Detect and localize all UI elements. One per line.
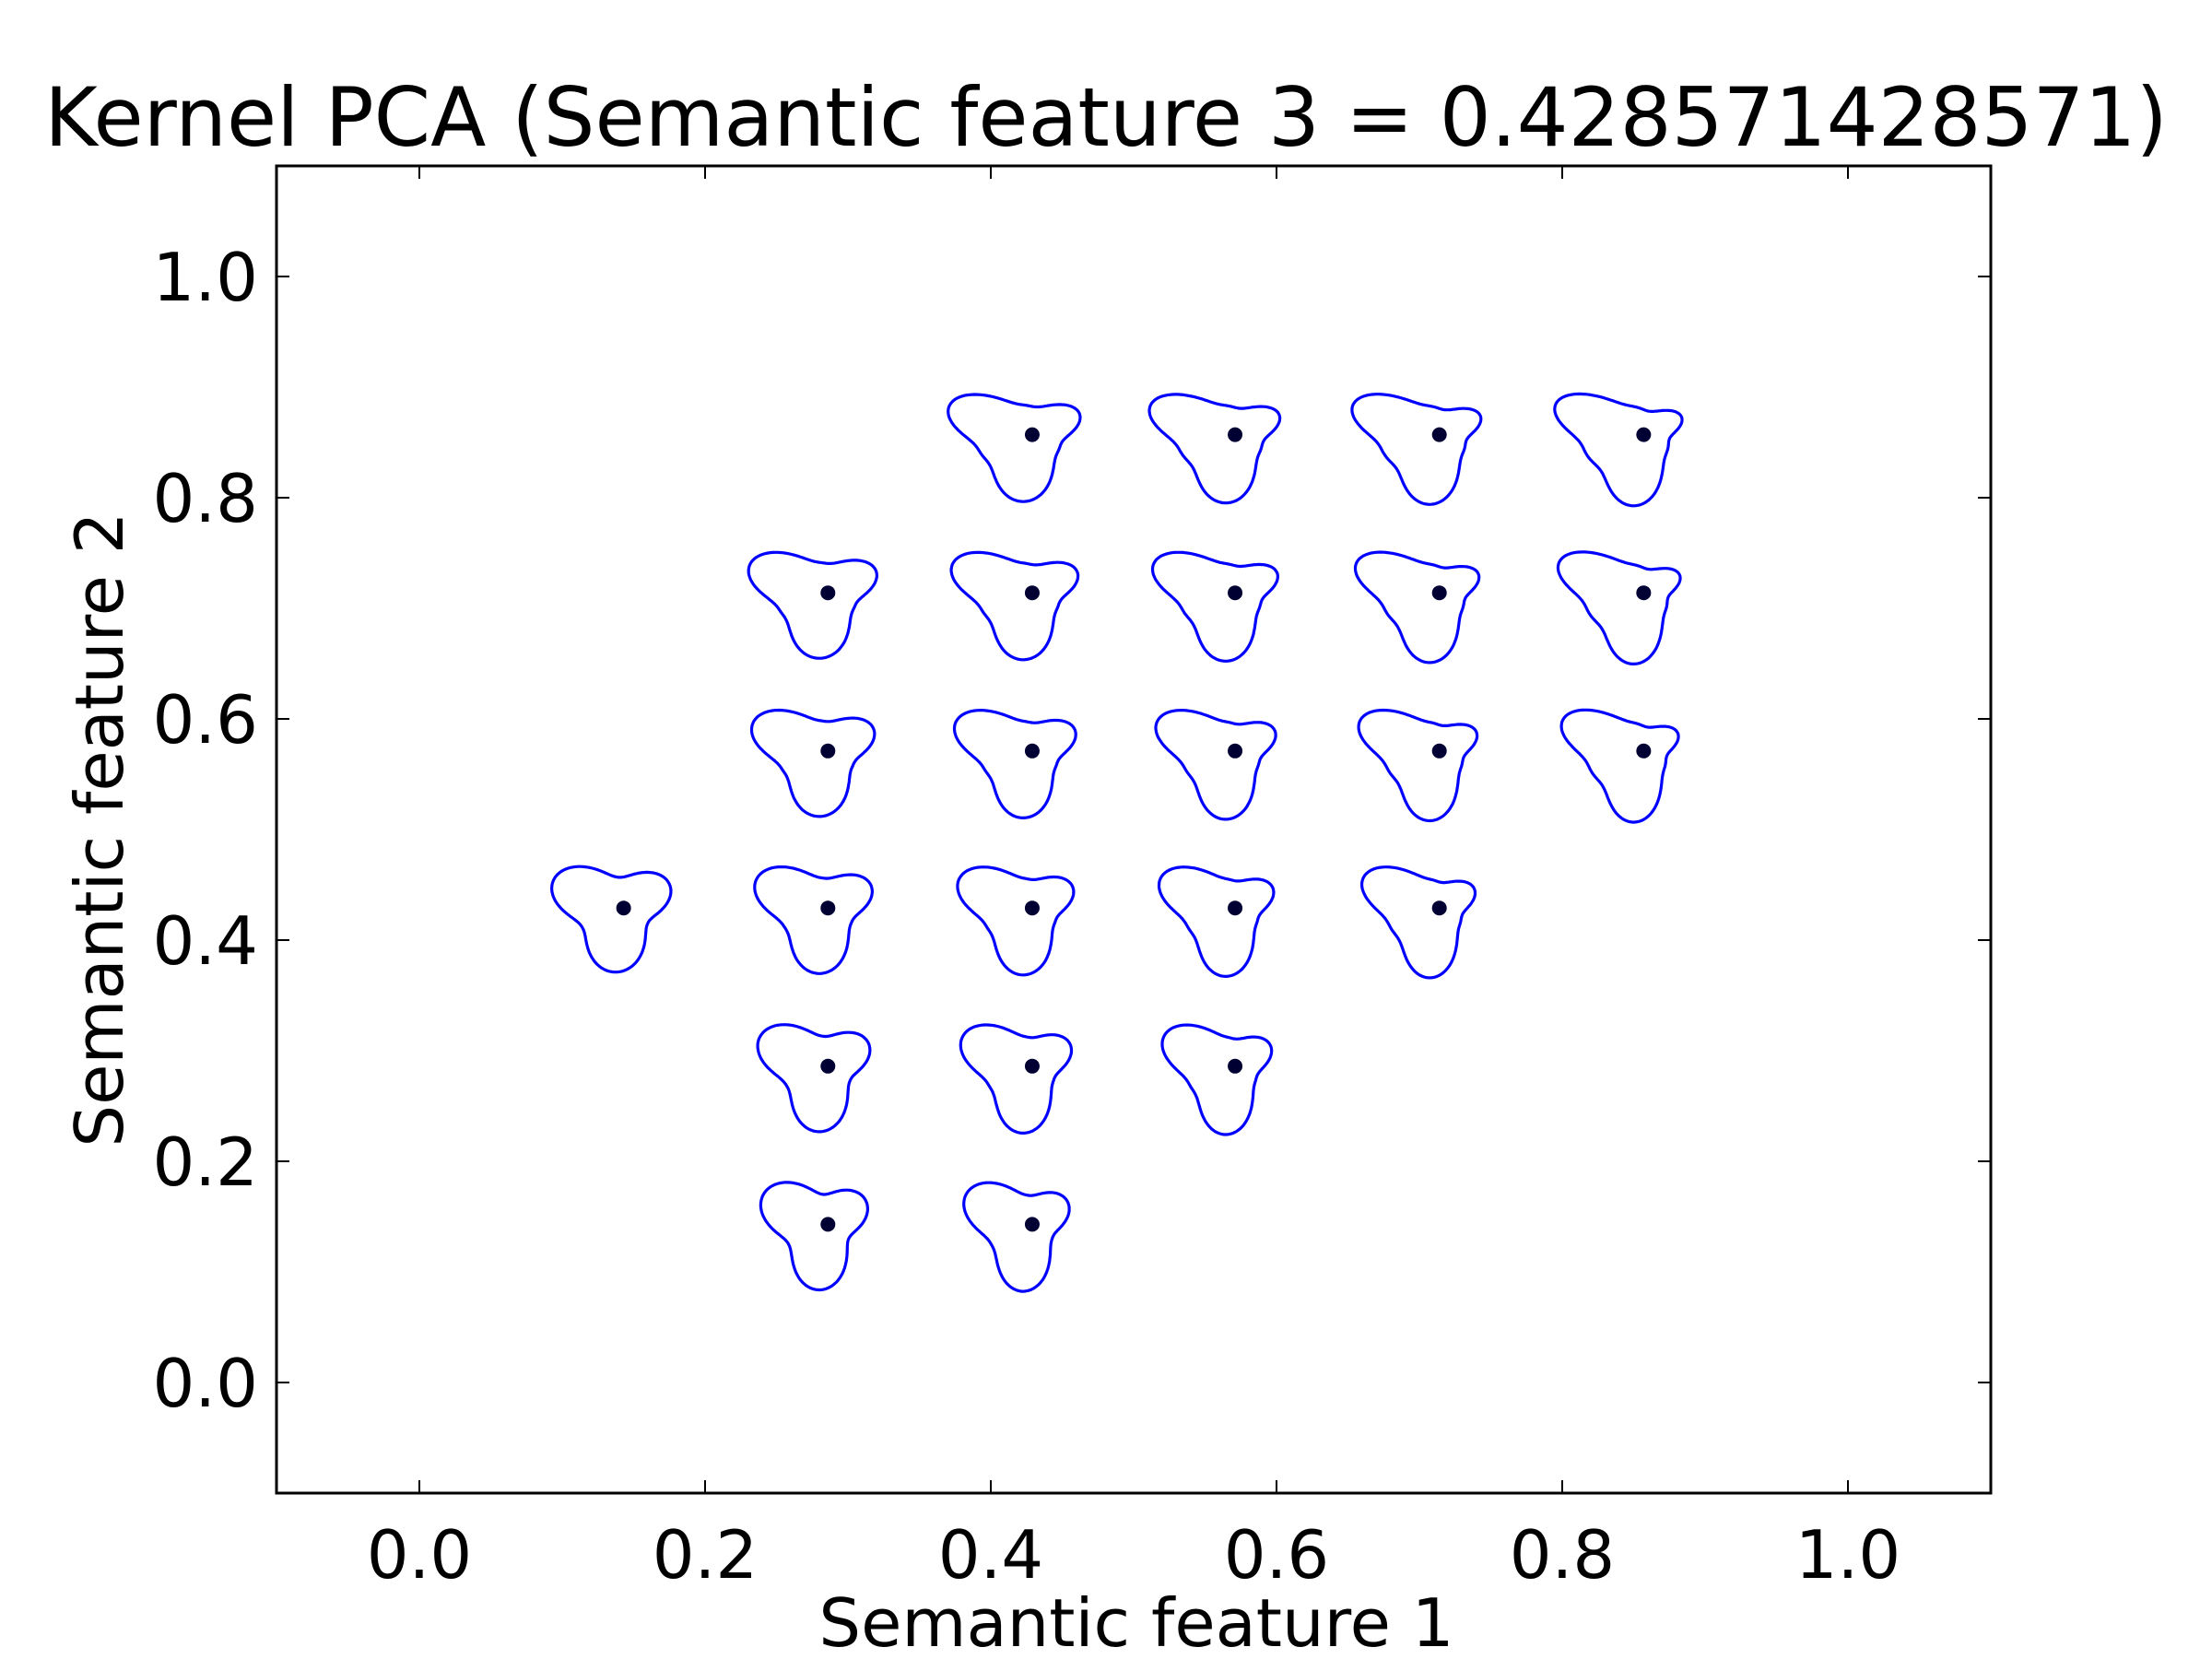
x-axis-ticks: 0.0 0.2 0.4 0.6 0.8 1.0 bbox=[367, 166, 1901, 1594]
data-point bbox=[1636, 585, 1652, 601]
data-glyphs bbox=[550, 392, 1684, 1293]
y-axis-ticks: 0.0 0.2 0.4 0.6 0.8 1.0 bbox=[152, 239, 1991, 1422]
glyph-outline bbox=[550, 865, 673, 974]
data-point bbox=[1431, 900, 1447, 916]
glyph-outline bbox=[1556, 550, 1682, 665]
glyph-outline bbox=[759, 1181, 869, 1292]
data-point bbox=[1228, 743, 1243, 759]
data-point bbox=[1024, 743, 1040, 759]
glyph-outline bbox=[947, 393, 1082, 503]
data-point bbox=[1024, 427, 1040, 442]
glyph-outline bbox=[956, 865, 1076, 977]
x-tick-label: 0.8 bbox=[1510, 1516, 1616, 1594]
x-tick-label: 0.0 bbox=[367, 1516, 473, 1594]
glyph-outline bbox=[1360, 865, 1477, 980]
data-point bbox=[1024, 585, 1040, 601]
data-point bbox=[1228, 900, 1243, 916]
x-tick-label: 0.4 bbox=[938, 1516, 1044, 1594]
data-point bbox=[1636, 427, 1652, 442]
glyph-outline bbox=[753, 865, 874, 975]
glyph-outline bbox=[1357, 708, 1479, 823]
glyph-outline bbox=[747, 550, 878, 660]
data-point bbox=[1228, 585, 1243, 601]
data-point bbox=[1228, 1058, 1243, 1074]
data-point bbox=[1636, 743, 1652, 759]
y-tick-label: 0.4 bbox=[152, 902, 258, 980]
glyph-outline bbox=[1553, 392, 1684, 508]
glyph-outline bbox=[962, 1181, 1071, 1293]
glyph-outline bbox=[749, 708, 877, 818]
glyph-outline bbox=[1559, 708, 1680, 824]
glyph-outline bbox=[1154, 709, 1277, 821]
data-point bbox=[616, 900, 631, 916]
glyph-outline bbox=[1353, 550, 1481, 665]
y-tick-label: 1.0 bbox=[152, 239, 258, 316]
data-point bbox=[1431, 585, 1447, 601]
data-point bbox=[1228, 427, 1243, 442]
data-point bbox=[1024, 1058, 1040, 1074]
chart-title: Kernel PCA (Semantic feature 3 = 0.42857… bbox=[44, 70, 2168, 165]
glyph-outline bbox=[1157, 865, 1276, 978]
y-tick-label: 0.8 bbox=[152, 460, 258, 537]
data-point bbox=[1431, 427, 1447, 442]
data-point bbox=[1431, 743, 1447, 759]
glyph-outline bbox=[1150, 550, 1279, 663]
glyph-outline bbox=[959, 1023, 1074, 1135]
data-point bbox=[820, 900, 836, 916]
plot-frame bbox=[275, 164, 1993, 1495]
glyph-outline bbox=[952, 709, 1077, 819]
data-point bbox=[1024, 900, 1040, 916]
glyph-outline bbox=[949, 550, 1080, 662]
data-point bbox=[820, 585, 836, 601]
glyph-outline bbox=[1160, 1023, 1274, 1136]
data-point bbox=[1024, 1217, 1040, 1232]
data-point bbox=[820, 743, 836, 759]
data-point bbox=[820, 1058, 836, 1074]
glyph-outline bbox=[1350, 393, 1483, 506]
y-tick-label: 0.0 bbox=[152, 1345, 258, 1422]
glyph-outline bbox=[1147, 393, 1282, 505]
y-tick-label: 0.2 bbox=[152, 1124, 258, 1201]
y-tick-label: 0.6 bbox=[152, 681, 258, 759]
data-point bbox=[820, 1217, 836, 1232]
x-axis-label: Semantic feature 1 bbox=[818, 1584, 1453, 1659]
glyph-outline bbox=[756, 1023, 872, 1134]
x-tick-label: 1.0 bbox=[1795, 1516, 1901, 1594]
x-tick-label: 0.2 bbox=[653, 1516, 759, 1594]
x-tick-label: 0.6 bbox=[1224, 1516, 1330, 1594]
y-axis-label: Semantic feature 2 bbox=[61, 512, 138, 1147]
